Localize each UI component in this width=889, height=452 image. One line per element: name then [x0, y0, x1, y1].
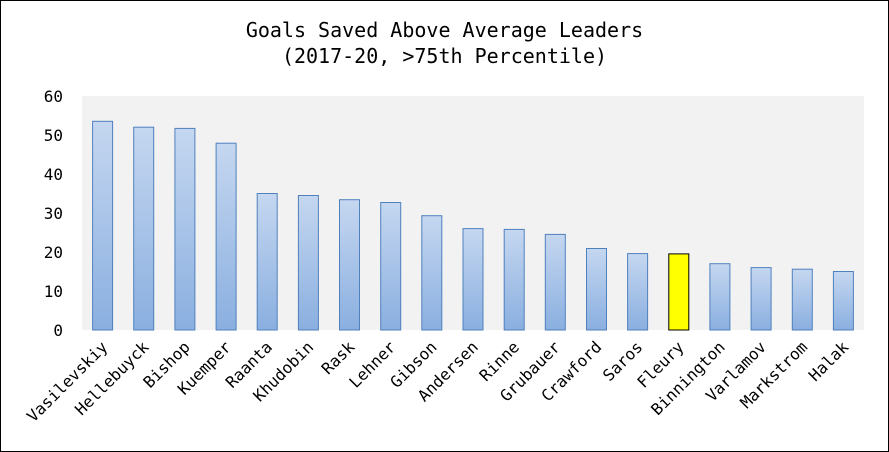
y-tick-label: 50 [44, 126, 63, 145]
bar [750, 267, 772, 331]
bar [174, 127, 196, 331]
chart-title: Goals Saved Above Average Leaders (2017-… [1, 17, 888, 69]
bar [380, 202, 402, 331]
bar [421, 215, 443, 331]
bar [133, 126, 155, 331]
y-tick-label: 0 [53, 321, 63, 340]
bar [544, 233, 566, 331]
y-tick-label: 60 [44, 87, 63, 106]
chart-subtitle-line: (2017-20, >75th Percentile) [281, 44, 608, 68]
bar [92, 120, 114, 331]
bar [832, 271, 854, 331]
bar [297, 195, 319, 331]
bar [791, 268, 813, 331]
bar [503, 228, 525, 331]
bar [627, 253, 649, 331]
bar [215, 142, 237, 331]
y-tick-label: 40 [44, 165, 63, 184]
chart-title-line: Goals Saved Above Average Leaders [245, 18, 644, 42]
bar [256, 193, 278, 331]
bar [339, 199, 360, 331]
bar [586, 248, 607, 331]
bar [709, 263, 731, 331]
bar [462, 228, 484, 331]
bar-highlighted [668, 253, 690, 331]
x-tick-label: Halak [805, 337, 853, 385]
y-tick-label: 20 [44, 243, 63, 262]
y-tick-label: 30 [44, 204, 63, 223]
y-tick-label: 10 [44, 282, 63, 301]
